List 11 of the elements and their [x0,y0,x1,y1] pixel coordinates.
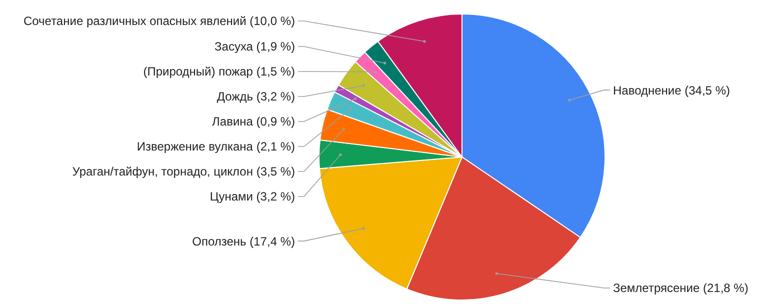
slice-label: Лавина (0,9 %) [212,114,295,129]
slice-label: Цунами (3,2 %) [210,190,295,204]
slice-label: Дождь (3,2 %) [216,90,296,104]
slice-label: Засуха (1,9 %) [214,40,295,54]
slice-label: Ураган/тайфун, торнадо, циклон (3,5 %) [72,164,295,179]
slice-label: Оползень (17,4 %) [192,234,295,248]
slice-label: Сочетание различных опасных явлений (10,0 %) [23,14,295,28]
slice-label: (Природный) пожар (1,5 %) [143,64,295,79]
slice-label: Извержение вулкана (2,1 %) [136,140,295,154]
slice-label: Землетрясение (21,8 %) [613,281,748,296]
slice-label: Наводнение (34,5 %) [613,83,730,98]
